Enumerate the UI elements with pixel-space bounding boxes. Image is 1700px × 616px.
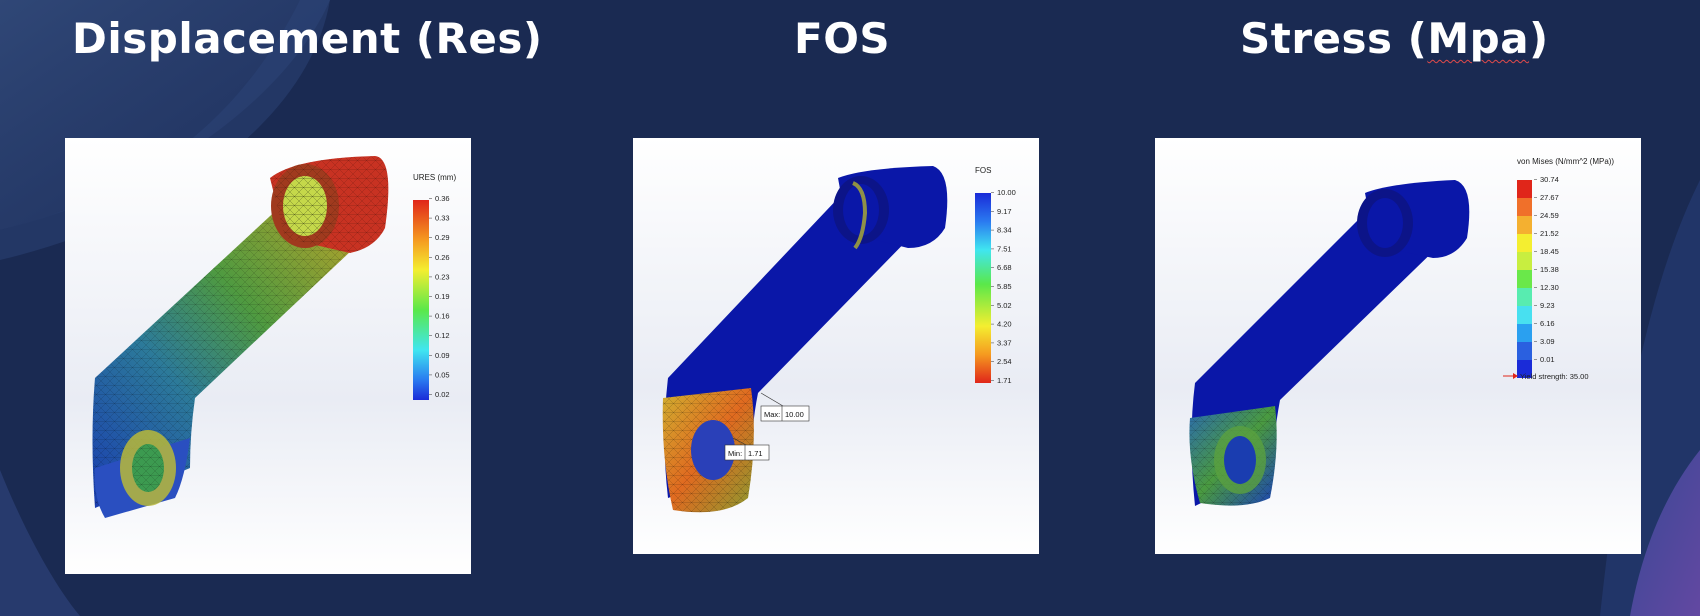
stress-plot: von Mises (N/mm^2 (MPa)) 30.74 27.67 24.59…	[1155, 138, 1641, 554]
stress-title: Stress (Mpa)	[1240, 14, 1549, 63]
stress-legend: von Mises (N/mm^2 (MPa)) 30.74 27.67 24.59…	[1503, 157, 1614, 381]
displacement-legend: URES (mm) 0.36 0.33 0.29 0.26 0.23 0.19 0.16 0.…	[413, 173, 456, 400]
fos-part-model	[662, 166, 948, 513]
displacement-legend-value: 0.36	[435, 194, 450, 203]
fos-legend-title: FOS	[975, 166, 991, 175]
stress-legend-color-block	[1517, 216, 1532, 234]
stress-title-suffix: )	[1529, 14, 1549, 63]
displacement-legend-value: 0.23	[435, 272, 450, 281]
stress-legend-color-block	[1517, 306, 1532, 324]
fos-legend-colorbar	[975, 193, 991, 383]
fos-legend-value: 6.68	[997, 263, 1012, 272]
fos-legend-value: 3.37	[997, 338, 1012, 347]
fos-min-value: 1.71	[748, 449, 763, 458]
stress-legend-value: 12.30	[1540, 283, 1559, 292]
stress-legend-value: 9.23	[1540, 301, 1555, 310]
fos-legend-value: 10.00	[997, 188, 1016, 197]
stress-legend-value: 18.45	[1540, 247, 1559, 256]
fos-legend-value: 9.17	[997, 207, 1012, 216]
yield-strength-label: Yield strength: 35.00	[1520, 372, 1589, 381]
fos-legend-value: 8.34	[997, 226, 1012, 235]
displacement-legend-value: 0.09	[435, 351, 450, 360]
fos-legend-value: 5.85	[997, 282, 1012, 291]
stress-legend-value: 0.01	[1540, 355, 1555, 364]
fos-min-label: Min:	[728, 449, 742, 458]
displacement-legend-value: 0.02	[435, 390, 450, 399]
stress-legend-color-block	[1517, 324, 1532, 342]
displacement-panel: URES (mm) 0.36 0.33 0.29 0.26 0.23 0.19 0.16 0.…	[65, 138, 471, 574]
stress-title-unit: Mpa	[1427, 14, 1530, 63]
stress-legend-value: 27.67	[1540, 193, 1559, 202]
displacement-legend-title: URES (mm)	[413, 173, 456, 182]
fos-plot: Max: 10.00 Min: 1.71 FOS 10.00 9.17 8.34 7.…	[633, 138, 1039, 554]
fos-max-callout: Max: 10.00	[760, 392, 810, 422]
stress-legend-value: 15.38	[1540, 265, 1559, 274]
stress-legend-title: von Mises (N/mm^2 (MPa))	[1517, 157, 1614, 166]
fos-legend-value: 1.71	[997, 376, 1012, 385]
fos-max-value: 10.00	[785, 410, 804, 419]
displacement-part-model	[92, 156, 389, 518]
fos-legend-value: 7.51	[997, 244, 1012, 253]
displacement-title-text: Displacement (Res)	[72, 14, 543, 63]
fos-min-callout: Min: 1.71	[724, 437, 770, 461]
displacement-legend-value: 0.33	[435, 214, 450, 223]
fos-legend-value: 2.54	[997, 357, 1012, 366]
fos-legend: FOS 10.00 9.17 8.34 7.51 6.68 5.85 5.02 4.20 3.3…	[975, 166, 1016, 385]
fos-title: FOS	[794, 14, 890, 63]
stress-legend-color-block	[1517, 198, 1532, 216]
stress-legend-value: 3.09	[1540, 337, 1555, 346]
fos-title-text: FOS	[794, 14, 891, 63]
displacement-legend-colorbar	[413, 200, 429, 400]
displacement-legend-value: 0.19	[435, 292, 450, 301]
stress-legend-value: 21.52	[1540, 229, 1559, 238]
displacement-legend-value: 0.29	[435, 233, 450, 242]
stress-legend-color-block	[1517, 180, 1532, 198]
displacement-title: Displacement (Res)	[72, 14, 543, 63]
displacement-legend-value: 0.12	[435, 331, 450, 340]
stress-legend-value: 24.59	[1540, 211, 1559, 220]
yield-strength-marker: Yield strength: 35.00	[1503, 372, 1589, 381]
stress-legend-color-block	[1517, 342, 1532, 360]
displacement-legend-value: 0.16	[435, 312, 450, 321]
stress-legend-color-block	[1517, 288, 1532, 306]
displacement-plot: URES (mm) 0.36 0.33 0.29 0.26 0.23 0.19 0.16 0.…	[65, 138, 471, 574]
fos-legend-value: 5.02	[997, 301, 1012, 310]
fos-panel: Max: 10.00 Min: 1.71 FOS 10.00 9.17 8.34 7.…	[633, 138, 1039, 554]
displacement-legend-value: 0.26	[435, 253, 450, 262]
stress-legend-color-block	[1517, 234, 1532, 252]
stress-legend-value: 30.74	[1540, 175, 1559, 184]
stress-title-prefix: Stress (	[1240, 14, 1428, 63]
fos-legend-value: 4.20	[997, 320, 1012, 329]
stress-legend-color-block	[1517, 270, 1532, 288]
displacement-legend-value: 0.05	[435, 370, 450, 379]
fos-max-label: Max:	[764, 410, 780, 419]
stress-part-model	[1189, 180, 1470, 506]
stress-legend-color-block	[1517, 360, 1532, 378]
stress-legend-value: 6.16	[1540, 319, 1555, 328]
stress-legend-color-block	[1517, 252, 1532, 270]
stress-panel: von Mises (N/mm^2 (MPa)) 30.74 27.67 24.59…	[1155, 138, 1641, 554]
